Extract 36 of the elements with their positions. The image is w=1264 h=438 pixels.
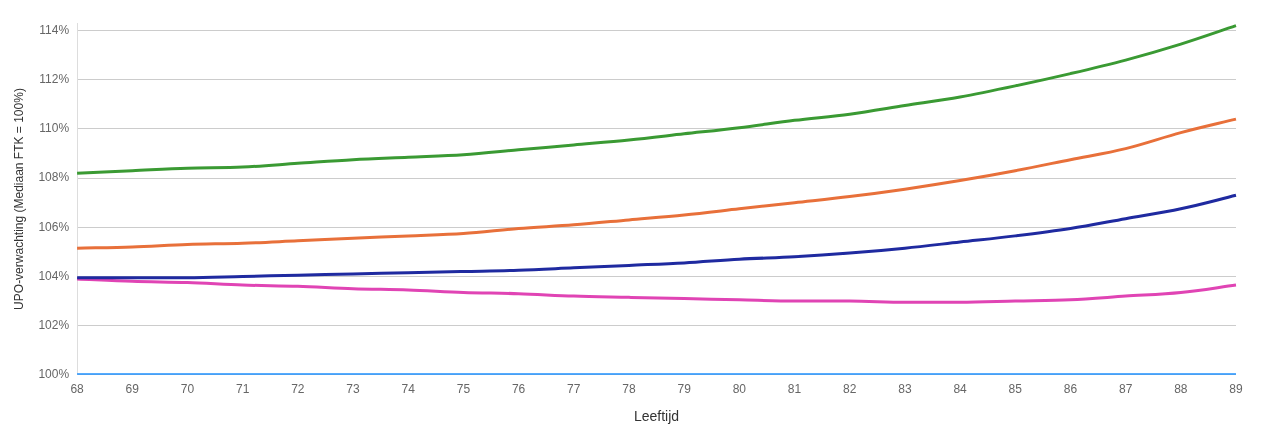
x-tick-label: 71: [235, 382, 250, 397]
x-tick-label: 81: [787, 382, 802, 397]
x-axis-title: Leeftijd: [633, 408, 680, 425]
y-tick-label: 108%: [38, 170, 70, 185]
x-tick-label: 87: [1118, 382, 1133, 397]
x-tick-label: 84: [953, 382, 968, 397]
y-tick-label: 114%: [39, 22, 70, 37]
line-series: [75, 24, 1238, 175]
x-tick-label: 68: [70, 382, 85, 397]
x-tick-label: 88: [1174, 382, 1188, 397]
x-tick-label: 75: [456, 382, 471, 397]
y-tick-label: 100%: [38, 367, 70, 382]
line-series: [75, 193, 1238, 280]
x-tick-label: 72: [291, 382, 305, 397]
y-tick-label: 104%: [38, 268, 70, 283]
x-tick-label: 69: [125, 382, 140, 397]
x-tick-label: 78: [622, 382, 636, 397]
x-tick-label: 73: [346, 382, 361, 397]
x-tick-label: 80: [732, 382, 747, 397]
x-tick-label: 82: [843, 382, 857, 397]
x-tick-label: 85: [1008, 382, 1023, 397]
x-tick-label: 74: [401, 382, 416, 397]
x-tick-label: 83: [898, 382, 912, 397]
y-tick-label: 112%: [39, 72, 70, 87]
x-tick-label: 86: [1063, 382, 1078, 397]
line-series: [75, 117, 1238, 250]
x-tick-label: 89: [1229, 382, 1243, 397]
y-tick-label: 102%: [38, 317, 70, 332]
x-tick-label: 76: [511, 382, 526, 397]
y-axis-title: UPO-verwachting (Mediaan FTK = 100%): [11, 88, 26, 310]
x-tick-label: 79: [677, 382, 692, 397]
x-tick-label: 70: [180, 382, 195, 397]
y-tick-label: 106%: [38, 219, 70, 234]
x-tick-label: 77: [567, 382, 581, 397]
y-tick-label: 110%: [39, 121, 70, 136]
line-series: [75, 277, 1238, 304]
